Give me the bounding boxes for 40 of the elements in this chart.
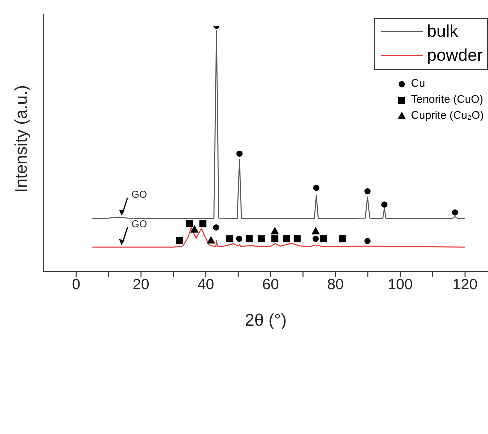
x-tick-label: 60 bbox=[262, 276, 280, 294]
x-tick-label: 40 bbox=[198, 276, 214, 294]
point bbox=[176, 237, 184, 244]
x-tick-label: 100 bbox=[388, 276, 414, 294]
legend-label: powder bbox=[427, 46, 483, 66]
point bbox=[339, 236, 346, 243]
point bbox=[200, 220, 207, 228]
point bbox=[207, 236, 216, 244]
point bbox=[283, 236, 290, 243]
point bbox=[236, 236, 243, 242]
point bbox=[312, 236, 320, 242]
point bbox=[246, 236, 253, 243]
x-tick-label: 20 bbox=[132, 276, 150, 294]
x-tick-label: 80 bbox=[327, 276, 344, 294]
point bbox=[236, 150, 243, 158]
point bbox=[320, 236, 328, 243]
point bbox=[258, 236, 265, 243]
legend-label: bulk bbox=[427, 22, 458, 42]
legend-label: Tenorite (CuO) bbox=[411, 94, 484, 106]
point bbox=[452, 210, 458, 216]
point bbox=[270, 227, 280, 235]
point bbox=[364, 188, 371, 195]
point bbox=[382, 202, 388, 208]
point bbox=[213, 224, 220, 231]
legend-label: Cu bbox=[411, 78, 426, 90]
point bbox=[190, 225, 199, 233]
annotation: GO bbox=[132, 190, 148, 201]
x-axis-title: 2θ (°) bbox=[245, 311, 287, 330]
y-axis-title: Intensity (a.u.) bbox=[12, 85, 32, 193]
point bbox=[312, 227, 320, 235]
x-tick-label: 0 bbox=[72, 276, 81, 294]
legend-label: Cuprite (Cu₂O) bbox=[411, 110, 484, 122]
x-tick-label: 120 bbox=[452, 276, 478, 294]
point bbox=[226, 236, 234, 243]
point bbox=[272, 236, 279, 243]
annotation: GO bbox=[132, 219, 148, 230]
point bbox=[294, 236, 301, 243]
point bbox=[186, 220, 194, 228]
point bbox=[364, 238, 371, 244]
point bbox=[313, 185, 320, 192]
